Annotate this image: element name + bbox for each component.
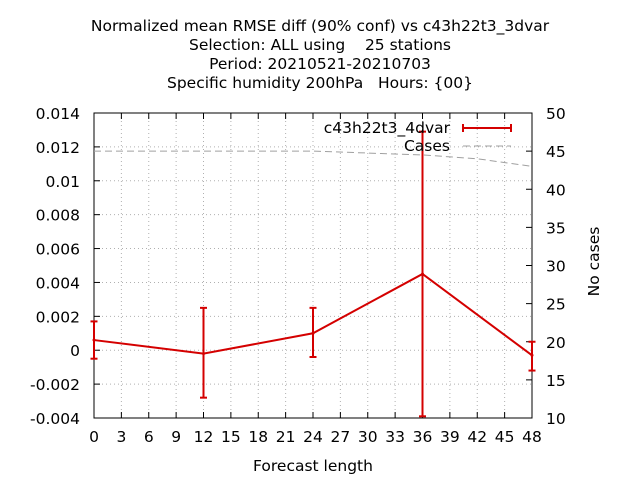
y2-tick-label: 50 [546, 105, 566, 123]
legend-label-main: c43h22t3_4dvar [324, 119, 451, 138]
y-tick-label: 0 [70, 342, 80, 360]
y-tick-label: 0.004 [36, 274, 80, 292]
y2-axis-label: No cases [585, 227, 603, 297]
y2-tick-label: 45 [546, 143, 566, 161]
data-point [421, 272, 424, 276]
data-point [311, 331, 315, 335]
x-tick-label: 42 [467, 428, 487, 446]
data-point [530, 353, 534, 357]
x-tick-label: 0 [89, 428, 99, 446]
title-line-2: Selection: ALL using 25 stations [188, 36, 452, 54]
title-line-3: Period: 20210521-20210703 [209, 55, 431, 73]
y2-tick-label: 15 [546, 372, 566, 390]
y2-tick-label: 20 [546, 334, 566, 352]
y-tick-label: 0.006 [36, 241, 80, 259]
x-tick-label: 3 [116, 428, 126, 446]
x-axis-label: Forecast length [253, 457, 373, 475]
x-tick-label: 36 [413, 428, 433, 446]
y-tick-label: 0.008 [36, 207, 80, 225]
y-tick-label: -0.004 [30, 410, 80, 428]
x-tick-label: 18 [248, 428, 268, 446]
y-tick-label: 0.012 [36, 139, 80, 157]
legend-label-cases: Cases [404, 137, 450, 155]
plot-frame [93, 112, 533, 419]
x-tick-label: 24 [303, 428, 323, 446]
x-tick-label: 48 [522, 428, 542, 446]
x-tick-label: 12 [194, 428, 214, 446]
y2-tick-label: 35 [546, 219, 566, 237]
x-tick-label: 27 [331, 428, 351, 446]
data-point [202, 352, 205, 356]
x-tick-label: 21 [276, 428, 296, 446]
y-tick-label: 0.01 [45, 173, 80, 191]
title-line-1: Normalized mean RMSE diff (90% conf) vs … [90, 17, 550, 35]
cases-line [94, 150, 533, 167]
y-tick-label: 0.002 [36, 308, 80, 326]
x-tick-label: 9 [171, 428, 181, 446]
x-tick-label: 45 [495, 428, 515, 446]
y2-tick-label: 10 [546, 410, 566, 428]
x-tick-label: 6 [144, 428, 154, 446]
x-tick-label: 39 [440, 428, 460, 446]
x-tick-label: 15 [221, 428, 241, 446]
x-tick-label: 30 [358, 428, 378, 446]
y2-tick-label: 30 [546, 258, 566, 276]
y2-tick-label: 40 [546, 181, 566, 199]
x-tick-label: 33 [385, 428, 405, 446]
y2-tick-label: 25 [546, 296, 566, 314]
data-point [92, 338, 96, 342]
y-tick-label: 0.014 [36, 105, 80, 123]
title-line-4: Specific humidity 200hPa Hours: {00} [167, 74, 473, 92]
y-tick-label: -0.002 [30, 376, 80, 394]
